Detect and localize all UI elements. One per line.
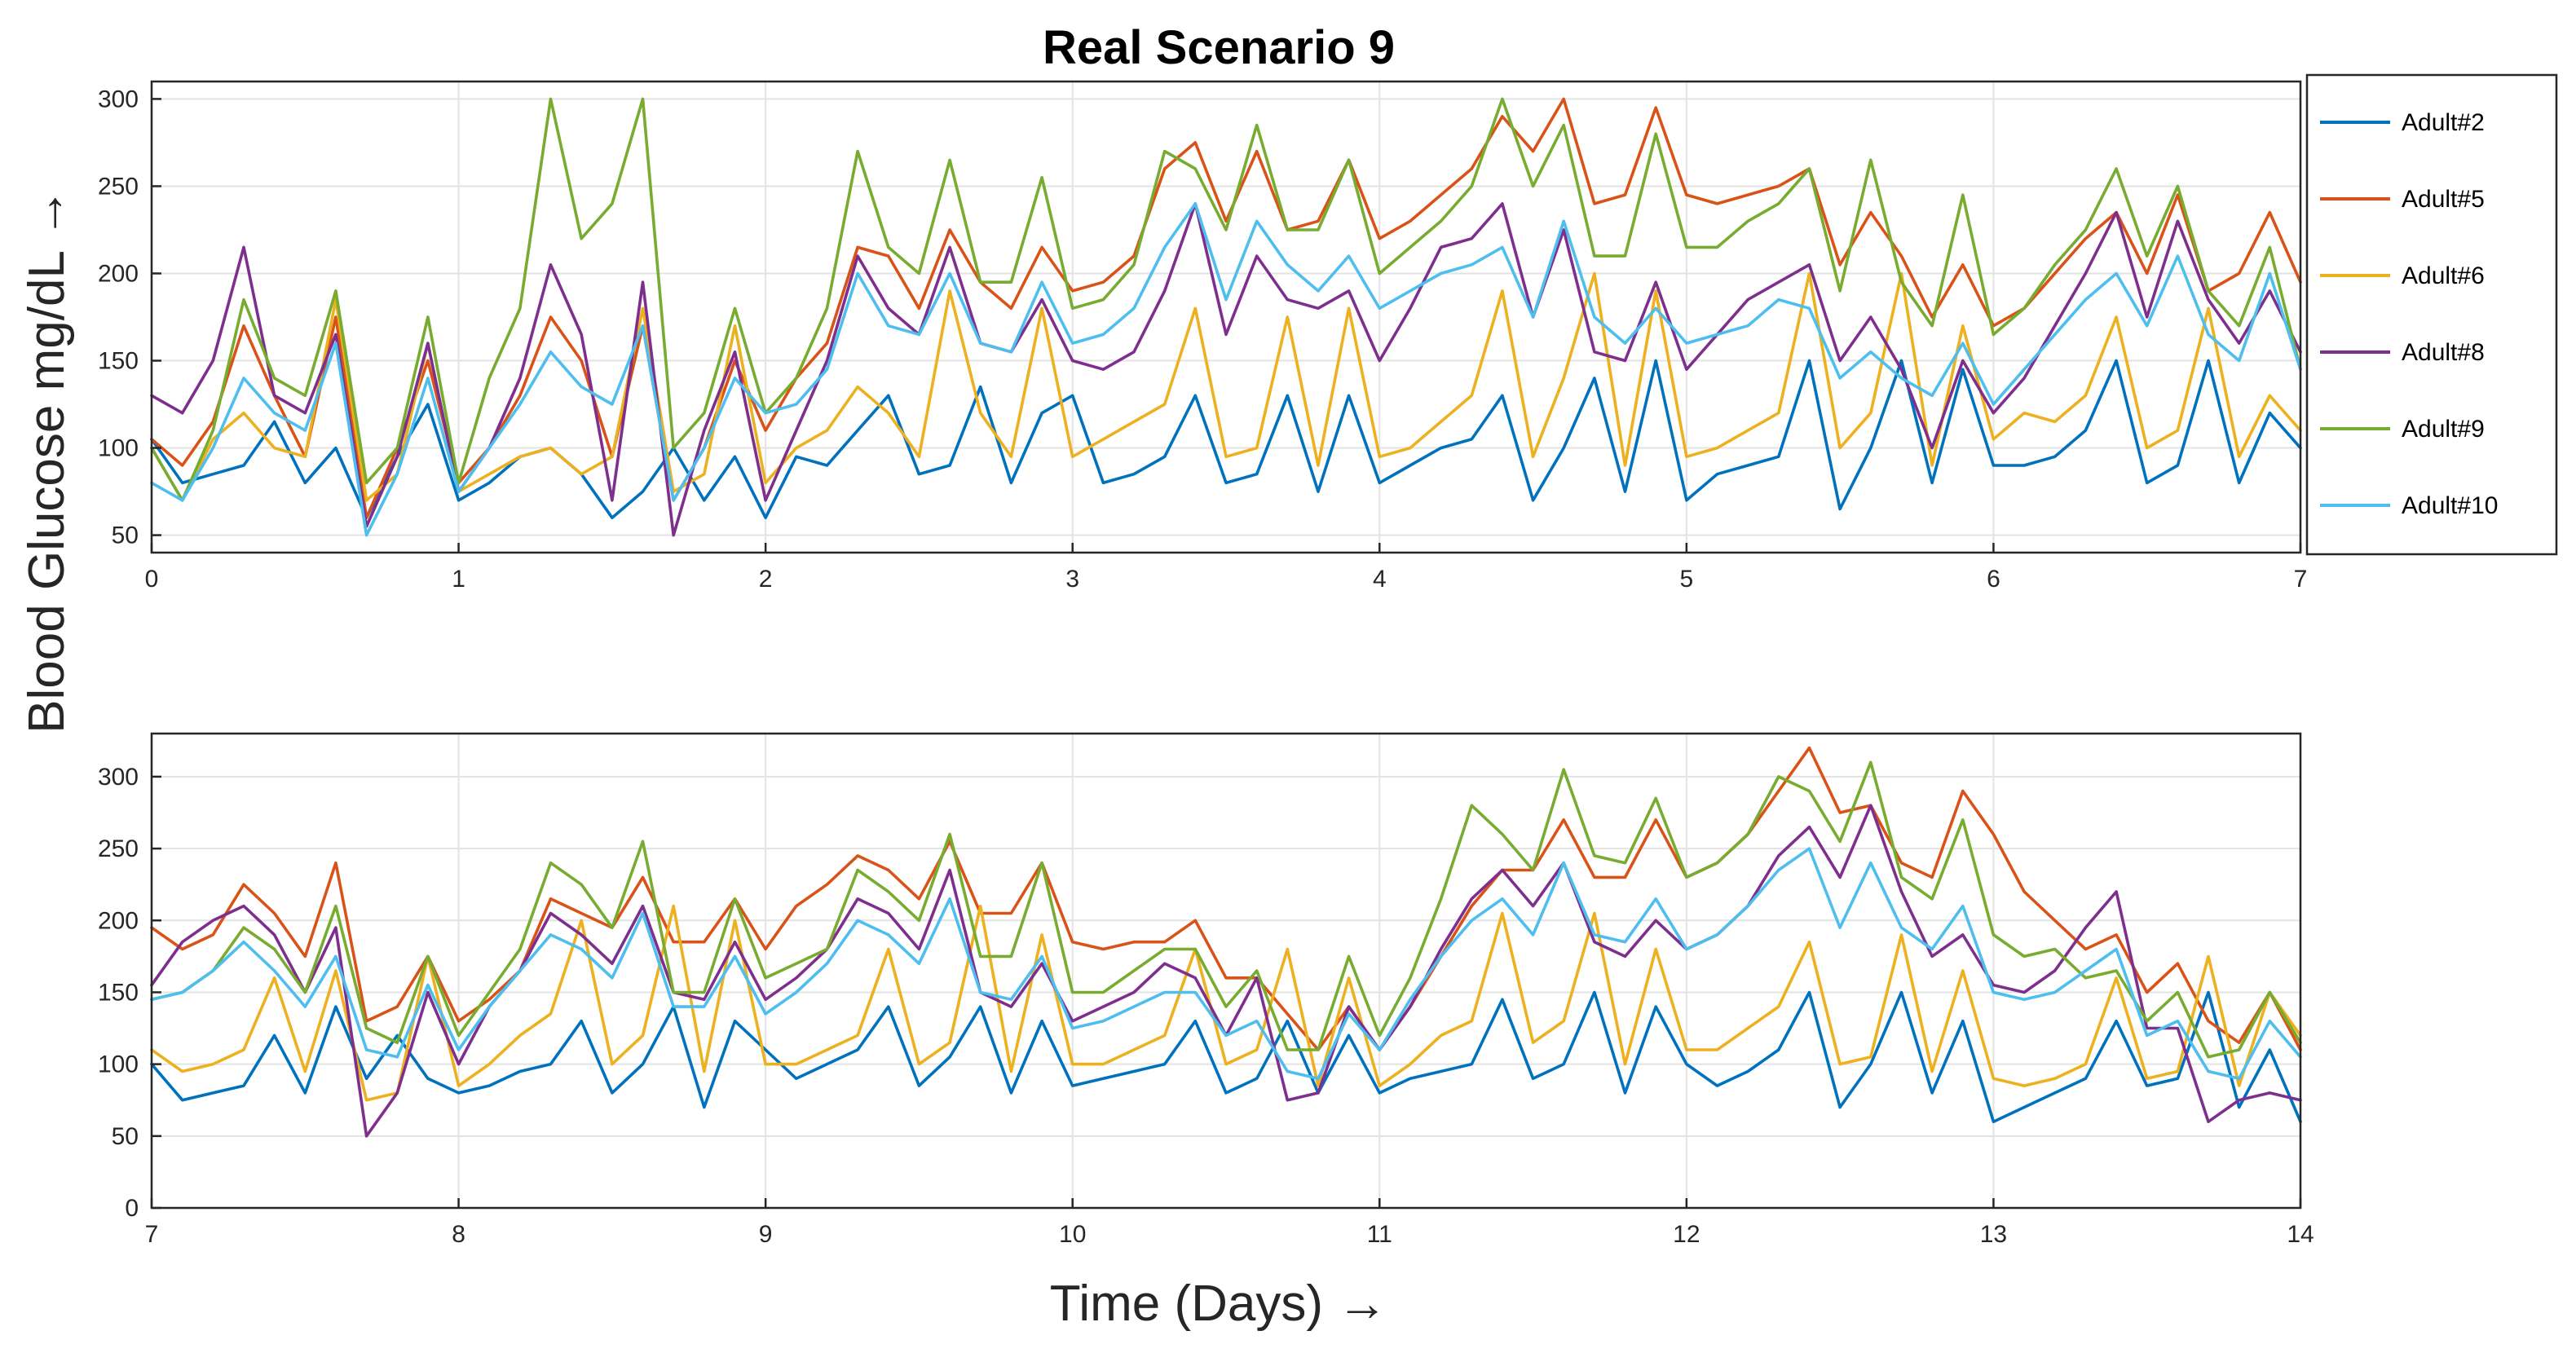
bottom-series-adult-9 <box>150 760 2302 1059</box>
bottom-xtick-label: 9 <box>759 1221 773 1248</box>
bottom-ytick-label: 250 <box>98 835 139 862</box>
top-ytick-label: 250 <box>98 173 139 200</box>
legend-label: Adult#2 <box>2402 109 2485 136</box>
top-xtick-label: 1 <box>452 566 465 593</box>
top-xtick-label: 6 <box>1987 566 2000 593</box>
bottom-xtick-label: 14 <box>2287 1221 2314 1248</box>
top-xtick-label: 5 <box>1680 566 1694 593</box>
top-xtick-label: 0 <box>145 566 159 593</box>
top-panel: 0 1 2 3 4 5 6 7 50 100 150 200 250 300 <box>98 80 2307 593</box>
top-series-adult-10 <box>150 202 2302 537</box>
legend-label: Adult#6 <box>2402 262 2485 289</box>
bottom-series-adult-2 <box>150 990 2302 1123</box>
top-xtick-label: 7 <box>2294 566 2308 593</box>
legend-label: Adult#5 <box>2402 186 2485 213</box>
x-axis-label: Time (Days) → <box>1050 1276 1387 1332</box>
legend-items: Adult#2 Adult#5 Adult#6 Adult#8 Adult#9 Adult… <box>2320 109 2498 519</box>
legend-box <box>2305 73 2558 556</box>
bottom-xtick-label: 12 <box>1673 1221 1700 1248</box>
top-xtick-label: 3 <box>1065 566 1079 593</box>
bottom-ticks: 7 8 9 10 11 12 13 14 0 50 100 150 200 250 300 <box>98 764 2314 1248</box>
bottom-series-adult-5 <box>150 746 2302 1051</box>
top-series-adult-5 <box>150 97 2302 519</box>
bottom-xtick-label: 13 <box>1980 1221 2007 1248</box>
bottom-xtick-label: 8 <box>452 1221 465 1248</box>
top-ytick-label: 50 <box>112 522 139 549</box>
top-series-adult-2 <box>150 359 2302 519</box>
top-xtick-label: 2 <box>759 566 773 593</box>
bottom-xtick-label: 10 <box>1059 1221 1086 1248</box>
legend-label: Adult#10 <box>2402 492 2498 519</box>
top-ticks: 0 1 2 3 4 5 6 7 50 100 150 200 250 300 <box>98 86 2307 593</box>
legend-label: Adult#9 <box>2402 416 2485 443</box>
bottom-xtick-label: 11 <box>1367 1221 1392 1248</box>
bottom-ytick-label: 100 <box>98 1051 139 1078</box>
bottom-ytick-label: 300 <box>98 764 139 791</box>
top-axes-box <box>150 80 2302 554</box>
bottom-ytick-label: 50 <box>112 1123 139 1150</box>
chart-title: Real Scenario 9 <box>1043 21 1395 74</box>
bottom-ytick-label: 200 <box>98 907 139 934</box>
bottom-ytick-label: 0 <box>125 1195 139 1222</box>
top-series-group <box>150 97 2302 537</box>
top-xtick-label: 4 <box>1373 566 1387 593</box>
bottom-xtick-label: 7 <box>145 1221 159 1248</box>
bottom-series-group <box>150 746 2302 1138</box>
top-ytick-label: 150 <box>98 348 139 375</box>
legend: Adult#2 Adult#5 Adult#6 Adult#8 Adult#9 Adult… <box>2305 73 2558 556</box>
bottom-axes-box <box>150 732 2302 1210</box>
bottom-series-adult-6 <box>150 904 2302 1102</box>
top-ytick-label: 200 <box>98 260 139 287</box>
bottom-panel: 7 8 9 10 11 12 13 14 0 50 100 150 200 250 300 <box>98 732 2314 1248</box>
top-ytick-label: 100 <box>98 435 139 462</box>
legend-label: Adult#8 <box>2402 339 2485 366</box>
top-ytick-label: 300 <box>98 86 139 112</box>
y-axis-label: Blood Glucose mg/dL → <box>19 187 75 734</box>
bottom-ytick-label: 150 <box>98 979 139 1006</box>
bottom-series-adult-10 <box>150 847 2302 1081</box>
top-series-adult-9 <box>150 97 2302 502</box>
top-series-adult-8 <box>150 202 2302 537</box>
